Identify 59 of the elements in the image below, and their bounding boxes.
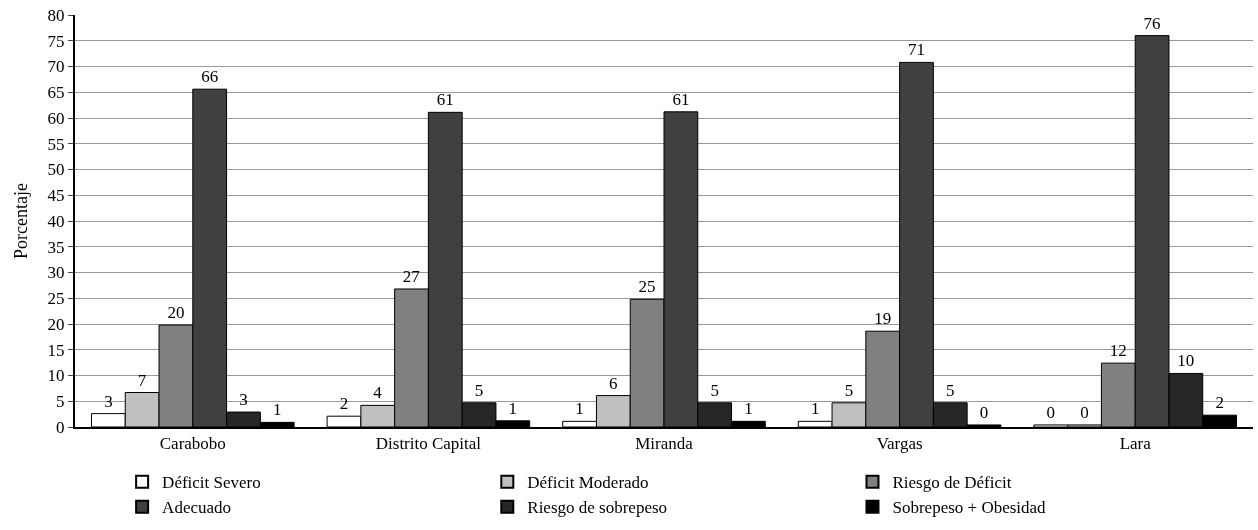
data-label: 5 bbox=[844, 380, 854, 400]
x-tick-label: Lara bbox=[1119, 434, 1152, 454]
y-tick-label: 10 bbox=[47, 366, 65, 386]
y-tick-label: 60 bbox=[47, 108, 65, 128]
data-label: 2 bbox=[339, 394, 349, 414]
x-tick-label: Carabobo bbox=[159, 434, 226, 454]
data-label: 19 bbox=[874, 309, 892, 329]
data-label: 1 bbox=[744, 399, 753, 419]
legend-label: Sobrepeso + Obesidad bbox=[892, 498, 1047, 518]
data-label: 0 bbox=[979, 402, 989, 422]
data-label: 66 bbox=[201, 67, 219, 87]
data-label: 0 bbox=[1046, 402, 1056, 422]
y-tick-label: 30 bbox=[47, 263, 65, 283]
data-label: 76 bbox=[1143, 13, 1161, 33]
data-label: 6 bbox=[609, 373, 618, 393]
y-tick-label: 45 bbox=[47, 186, 65, 206]
data-label: 5 bbox=[946, 380, 955, 400]
data-label: 5 bbox=[474, 380, 484, 400]
y-tick-label: 50 bbox=[47, 160, 65, 180]
y-tick-label: 75 bbox=[47, 31, 65, 51]
data-label: 1 bbox=[508, 398, 518, 418]
y-tick-label: 20 bbox=[47, 314, 65, 334]
y-tick-label: 5 bbox=[56, 392, 65, 412]
x-tick-label: Miranda bbox=[635, 434, 694, 454]
legend-label: Adecuado bbox=[162, 498, 232, 518]
data-label: 20 bbox=[167, 303, 185, 323]
y-tick-label: 15 bbox=[47, 340, 65, 360]
data-label: 1 bbox=[272, 400, 282, 420]
x-tick-label: Distrito Capital bbox=[375, 434, 482, 454]
data-label: 0 bbox=[1080, 402, 1089, 422]
data-label: 61 bbox=[672, 89, 690, 109]
y-tick-label: 25 bbox=[47, 289, 65, 309]
y-tick-label: 80 bbox=[47, 5, 65, 25]
data-label: 12 bbox=[1109, 341, 1127, 361]
legend-label: Riesgo de Déficit bbox=[892, 473, 1012, 493]
data-label: 4 bbox=[373, 383, 383, 403]
y-tick-label: 40 bbox=[47, 211, 65, 231]
data-label: 61 bbox=[436, 90, 454, 110]
x-tick-label: Vargas bbox=[876, 434, 923, 454]
data-label: 27 bbox=[402, 266, 421, 286]
data-label: 10 bbox=[1177, 351, 1195, 371]
data-label: 3 bbox=[104, 391, 113, 411]
data-label: 71 bbox=[907, 40, 925, 60]
data-label: 3 bbox=[239, 390, 248, 410]
y-tick-label: 55 bbox=[47, 134, 65, 154]
data-label: 7 bbox=[137, 370, 147, 390]
data-label: 2 bbox=[1215, 393, 1224, 413]
legend-label: Déficit Moderado bbox=[527, 473, 649, 493]
legend-label: Riesgo de sobrepeso bbox=[527, 498, 668, 518]
y-tick-label: 70 bbox=[47, 57, 65, 77]
legend-label: Déficit Severo bbox=[162, 473, 261, 493]
y-tick-label: 0 bbox=[56, 417, 65, 437]
y-tick-label: 65 bbox=[47, 83, 65, 103]
data-label: 5 bbox=[710, 380, 719, 400]
data-label: 1 bbox=[575, 399, 584, 419]
data-label: 25 bbox=[638, 277, 656, 297]
data-label: 1 bbox=[810, 399, 820, 419]
y-axis-title: Porcentaje bbox=[11, 183, 32, 259]
y-tick-label: 35 bbox=[47, 237, 65, 257]
